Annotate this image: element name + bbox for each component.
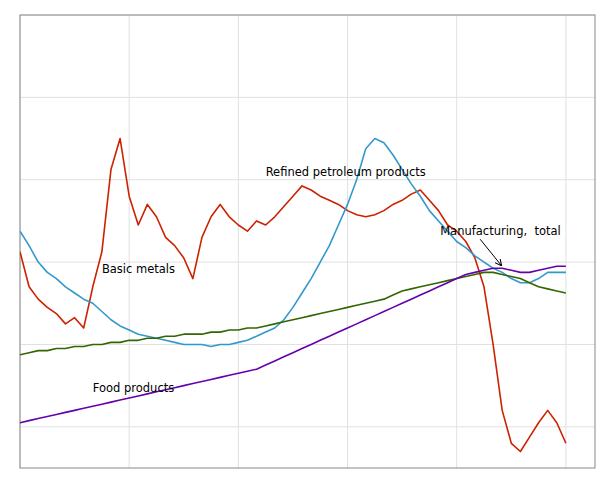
plot-frame [20,15,595,468]
series-line [20,266,566,422]
plot-area [20,15,595,468]
series-label: Food products [93,381,174,395]
labels: Refined petroleum products Basic metals Fo… [93,165,561,395]
grid-line-x [238,15,239,468]
series-label: Manufacturing, total [440,224,561,238]
series-label: Basic metals [102,262,175,276]
series-line [20,139,566,347]
grid-line-y [20,179,595,180]
grid-line-x [565,15,566,468]
series-label: Refined petroleum products [266,165,426,179]
lines [20,139,566,452]
grid [20,15,595,468]
grid-line-y [20,97,595,98]
chart: Refined petroleum products Basic metals Fo… [0,0,610,488]
grid-line-x [347,15,348,468]
series-line [20,272,566,354]
grid-line-x [129,15,130,468]
grid-line-y [20,426,595,427]
series-line [20,139,566,452]
annotation-arrow [480,239,501,265]
